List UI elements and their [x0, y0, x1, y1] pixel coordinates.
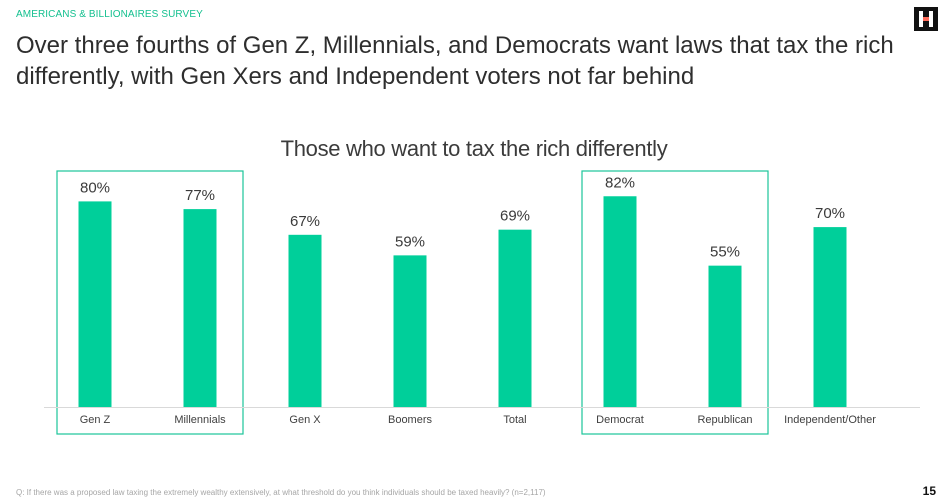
data-label: 70% [815, 205, 845, 222]
bar-independent-other [813, 227, 847, 407]
x-tick-label: Gen X [289, 414, 321, 426]
survey-eyebrow: AMERICANS & BILLIONAIRES SURVEY [16, 9, 203, 20]
highlight-box-0 [56, 170, 244, 435]
bar-total [498, 229, 532, 407]
page-number: 15 [922, 484, 936, 498]
data-label: 82% [605, 174, 635, 191]
footnote: Q: If there was a proposed law taxing th… [16, 488, 546, 497]
data-label: 55% [710, 244, 740, 261]
highlight-box-1 [581, 170, 769, 435]
x-tick-label: Republican [697, 414, 752, 426]
data-label: 59% [395, 233, 425, 250]
x-tick-label: Gen Z [80, 414, 111, 426]
x-tick-label: Boomers [388, 414, 433, 426]
data-label: 77% [185, 187, 215, 204]
data-label: 67% [290, 213, 320, 230]
x-tick-label: Independent/Other [784, 414, 876, 426]
chart-title: Those who want to tax the rich different… [280, 136, 668, 161]
brand-logo-icon [914, 7, 938, 31]
x-tick-label: Democrat [596, 414, 644, 426]
bar-boomers [393, 255, 427, 407]
bar-gen-x [288, 234, 322, 407]
bar-republican [708, 265, 742, 407]
bar-millennials [183, 209, 217, 407]
bar-gen-z [78, 201, 112, 407]
slide-headline: Over three fourths of Gen Z, Millennials… [16, 32, 894, 90]
x-tick-label: Millennials [174, 414, 226, 426]
bar-democrat [603, 196, 637, 407]
data-label: 80% [80, 179, 110, 196]
x-tick-label: Total [503, 414, 526, 426]
data-label: 69% [500, 208, 530, 225]
